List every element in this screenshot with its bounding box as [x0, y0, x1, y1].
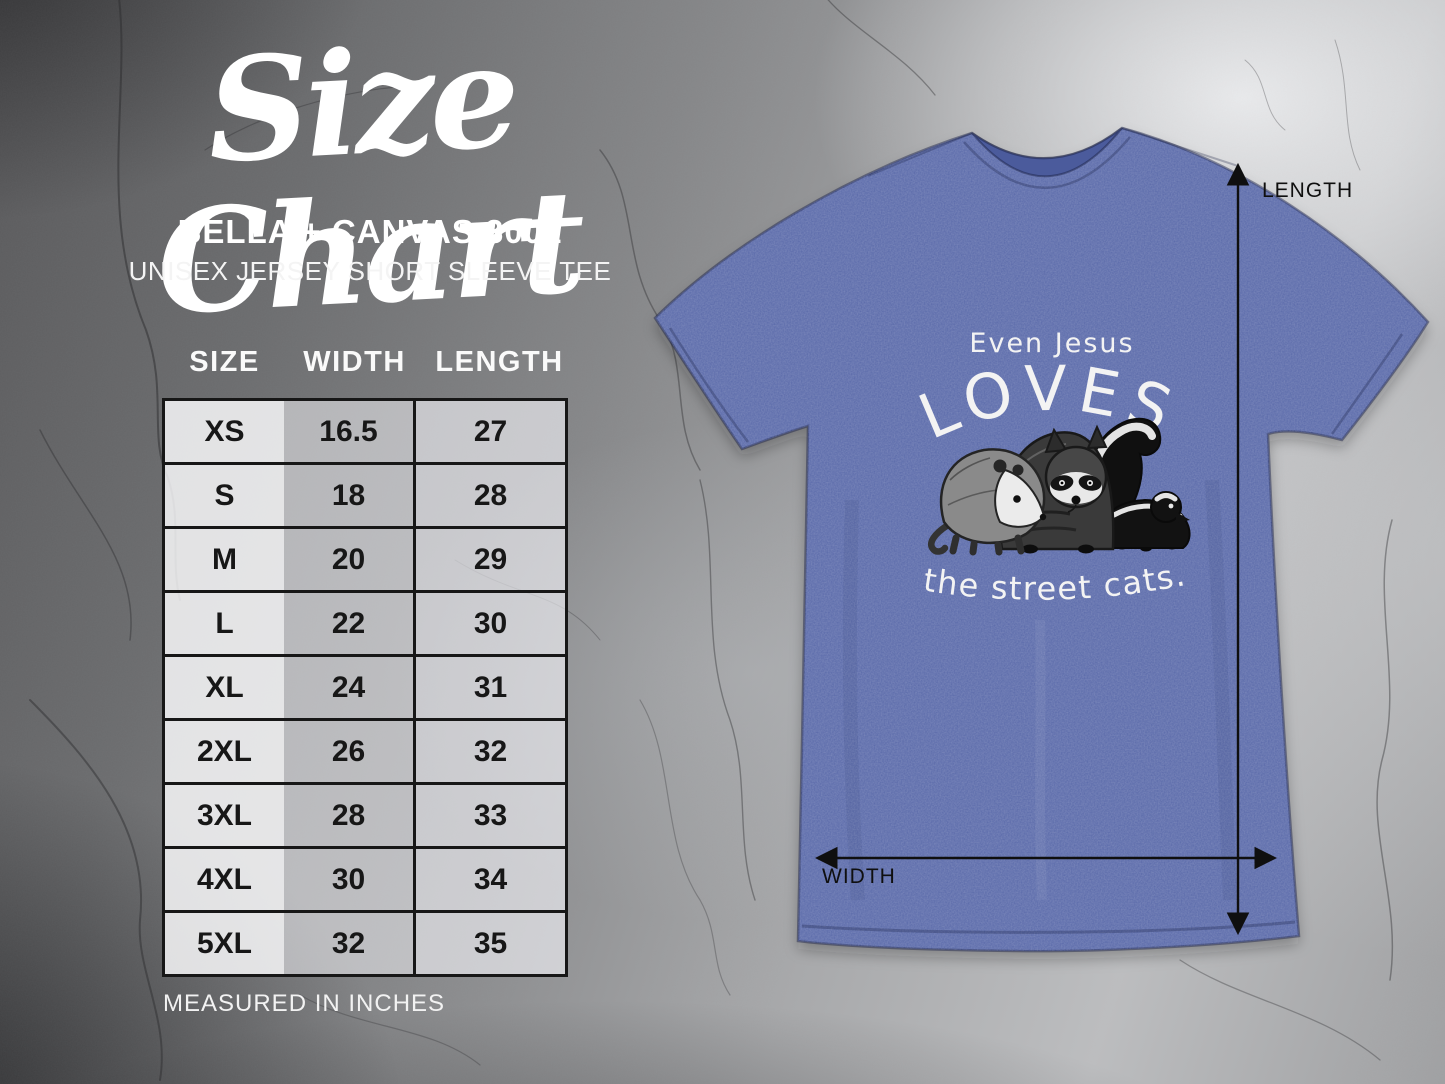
width-cell: 16.5: [284, 398, 416, 465]
page-title: Size Chart: [152, 13, 585, 347]
column-header-size: SIZE: [189, 346, 260, 378]
table-column-headers: SIZE WIDTH LENGTH: [162, 346, 577, 379]
table-row: M 20 29: [162, 526, 568, 593]
table-row: L 22 30: [162, 590, 568, 657]
width-cell: 28: [284, 782, 416, 849]
opossum-illustration: [928, 448, 1047, 556]
product-type: UNISEX JERSEY SHORT SLEEVE TEE: [128, 256, 612, 286]
width-cell: 22: [284, 590, 416, 657]
width-cell: 26: [284, 718, 416, 785]
size-cell: 3XL: [162, 782, 284, 849]
tshirt-mockup: Even Jesus LOVES the street cats.: [653, 126, 1430, 960]
length-label: LENGTH: [1262, 179, 1353, 202]
concrete-cracks: [29, 0, 1394, 1081]
table-row: XS 16.5 27: [162, 398, 568, 465]
size-cell: 2XL: [162, 718, 284, 785]
product-name: BELLA + CANVAS 3001: [177, 213, 563, 250]
size-cell: S: [162, 462, 284, 529]
size-cell: 5XL: [162, 910, 284, 977]
size-cell: 4XL: [162, 846, 284, 913]
measured-in-inches-note: MEASURED IN INCHES: [163, 990, 446, 1017]
width-cell: 30: [284, 846, 416, 913]
column-header-length: LENGTH: [435, 346, 564, 378]
length-cell: 30: [413, 590, 568, 657]
length-cell: 32: [413, 718, 568, 785]
collar-band: [971, 127, 1123, 178]
length-cell: 31: [413, 654, 568, 721]
length-cell: 34: [413, 846, 568, 913]
length-cell: 35: [413, 910, 568, 977]
size-cell: XS: [162, 398, 284, 465]
table-row: XL 24 31: [162, 654, 568, 721]
print-line1: Even Jesus: [969, 328, 1134, 359]
table-row: S 18 28: [162, 462, 568, 529]
size-cell: L: [162, 590, 284, 657]
length-cell: 27: [413, 398, 568, 465]
length-cell: 33: [413, 782, 568, 849]
measurement-annotations: LENGTH WIDTH: [814, 162, 1353, 936]
width-cell: 20: [284, 526, 416, 593]
tshirt-seams: [668, 127, 1404, 934]
table-row: 5XL 32 35: [162, 910, 568, 977]
table-row: 4XL 30 34: [162, 846, 568, 913]
column-header-width: WIDTH: [303, 346, 406, 378]
size-cell: M: [162, 526, 284, 593]
length-cell: 28: [413, 462, 568, 529]
width-cell: 24: [284, 654, 416, 721]
length-cell: 29: [413, 526, 568, 593]
width-cell: 32: [284, 910, 416, 977]
table-row: 2XL 26 32: [162, 718, 568, 785]
size-cell: XL: [162, 654, 284, 721]
table-row: 3XL 28 33: [162, 782, 568, 849]
width-cell: 18: [284, 462, 416, 529]
size-chart-table: XS 16.5 27 S 18 28 M 20 29 L 22 30 XL 24…: [162, 398, 568, 977]
width-label: WIDTH: [822, 865, 896, 888]
